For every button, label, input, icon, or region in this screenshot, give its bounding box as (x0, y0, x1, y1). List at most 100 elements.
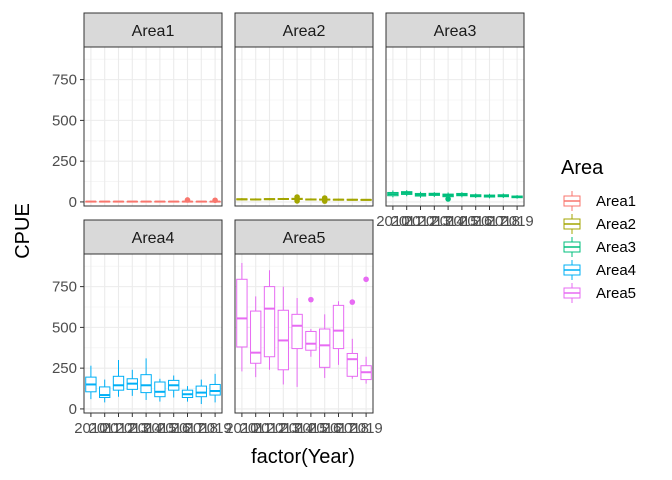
facet-strip (83, 12, 223, 48)
outlier-point (184, 197, 191, 203)
box-area3-2012 (414, 191, 427, 198)
x-tick-label: 2019 (500, 213, 533, 230)
box-area1-2011 (99, 200, 111, 203)
panel-area5: Area5 (234, 219, 374, 414)
x-tick-label: 2017 (171, 420, 204, 437)
y-tick-label: 750 (52, 72, 77, 89)
outlier-point (363, 276, 369, 283)
legend-item-area2: Area2 (563, 214, 636, 234)
box-area5-2013 (277, 286, 289, 385)
panel-background (84, 47, 222, 206)
box-area4-2012 (112, 360, 125, 397)
x-tick-label: 2016 (308, 420, 341, 437)
grid-lines (386, 47, 524, 206)
box-area5-2010 (236, 262, 248, 372)
panel-background (235, 47, 373, 206)
y-axis-ticks: 0 250 500 750 0 250 500 750 (52, 72, 84, 418)
box-iqr (195, 385, 207, 398)
outlier-point (294, 198, 300, 204)
facet-strip (234, 219, 374, 255)
legend-label: Area2 (596, 216, 636, 233)
y-tick-label: 750 (52, 279, 77, 296)
box-iqr (154, 381, 166, 398)
box-area2-2014 (291, 194, 303, 204)
panel-background (386, 47, 524, 206)
box-area1-2018 (195, 200, 207, 203)
x-tick-label: 2011 (391, 213, 423, 230)
box-area5-2011 (250, 296, 262, 378)
outlier-point (445, 196, 451, 202)
x-tick-label: 2014 (129, 420, 162, 437)
panels-layer: Area1 Area2 Area3 Area4 Area5 (83, 12, 525, 414)
panel-border (385, 46, 525, 207)
x-tick-label: 2013 (418, 213, 451, 230)
y-tick-label: 0 (69, 401, 77, 418)
box-area3-2011 (401, 190, 413, 197)
outlier-point (321, 195, 328, 201)
box-area2-2015 (305, 198, 317, 201)
box-area3-2017 (483, 193, 496, 199)
box-area2-2016 (319, 195, 331, 204)
box-area3-2018 (497, 193, 509, 199)
panel-area3: Area3 (385, 12, 525, 207)
outlier-point (212, 197, 218, 204)
panel-border (83, 253, 223, 414)
box-area1-2013 (126, 200, 138, 203)
box-iqr (346, 352, 358, 377)
x-tick-label: 2010 (225, 420, 258, 437)
box-area1-2016 (168, 200, 180, 203)
x-tick-label: 2010 (376, 213, 409, 230)
box-area1-2010 (85, 200, 97, 203)
x-tick-label: 2018 (185, 420, 218, 437)
box-area4-2016 (168, 375, 180, 398)
x-tick-label: 2019 (198, 420, 231, 437)
panel-border (234, 253, 374, 414)
outlier-point (308, 296, 314, 303)
legend-label: Area3 (596, 239, 636, 256)
box-iqr (305, 330, 317, 351)
box-area3-2014 (442, 192, 454, 202)
x-tick-label: 2016 (157, 420, 190, 437)
outlier-point (294, 194, 300, 200)
box-iqr (112, 375, 125, 391)
box-area5-2019 (360, 276, 372, 384)
box-area2-2012 (263, 198, 276, 201)
legend-item-area5: Area5 (563, 283, 636, 303)
box-area4-2010 (85, 365, 97, 400)
x-tick-label: 2013 (116, 420, 149, 437)
panel-border (83, 46, 223, 207)
box-area5-2012 (263, 270, 276, 370)
box-area4-2019 (209, 373, 221, 403)
x-axis-title: factor(Year) (251, 446, 355, 468)
facet-strip (234, 12, 374, 48)
box-area2-2018 (346, 198, 358, 201)
y-axis-title: CPUE (12, 203, 34, 259)
box-area2-2010 (236, 198, 248, 201)
outlier-point (349, 299, 356, 305)
box-area1-2015 (154, 200, 166, 203)
x-tick-label: 2011 (89, 420, 121, 437)
box-area4-2014 (140, 358, 152, 400)
y-tick-label: 0 (69, 194, 77, 211)
y-tick-label: 500 (52, 112, 77, 129)
x-tick-label: 2013 (267, 420, 300, 437)
legend-label: Area1 (596, 193, 636, 210)
box-area5-2016 (319, 314, 331, 378)
box-iqr (319, 328, 331, 368)
y-tick-label: 250 (52, 153, 77, 170)
box-area2-2017 (332, 198, 345, 201)
x-tick-label: 2015 (445, 213, 478, 230)
box-iqr (250, 310, 262, 364)
facet-strip (385, 12, 525, 48)
legend-item-area1: Area1 (563, 191, 636, 211)
box-area1-2019 (209, 197, 221, 204)
box-area3-2015 (456, 192, 468, 198)
y-tick-label: 250 (52, 360, 77, 377)
box-area3-2010 (387, 190, 399, 198)
legend-label: Area5 (596, 285, 636, 302)
x-tick-label: 2012 (253, 420, 286, 437)
box-area4-2011 (99, 379, 111, 403)
box-iqr (99, 386, 111, 399)
box-area4-2018 (195, 379, 207, 405)
